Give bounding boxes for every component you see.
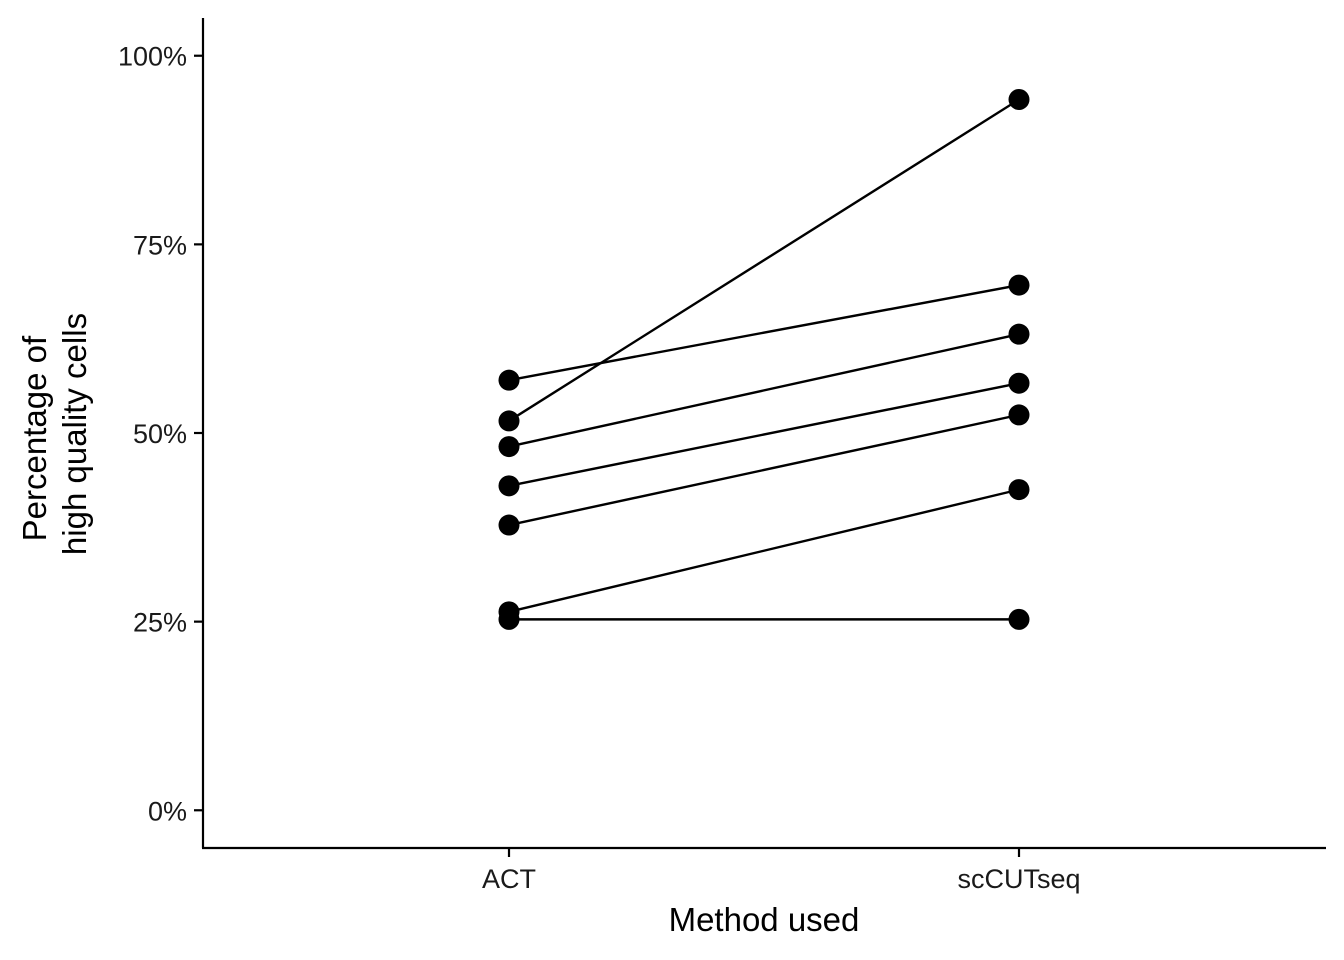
axes [201,18,1326,850]
x-tick-label: ACT [482,864,536,894]
data-point-7-scCUTseq [1008,608,1030,630]
data-point-7-ACT [498,608,520,630]
data-point-5-scCUTseq [1008,404,1030,426]
pair-line-3 [508,332,1020,448]
x-ticks: ACT scCUTseq [482,848,1081,894]
pair-line-5 [508,413,1020,527]
x-axis-title: Method used [669,901,860,938]
y-tick-label: 100% [118,42,187,72]
x-tick-label: scCUTseq [957,864,1080,894]
pair-line-4 [508,382,1020,487]
y-axis-title-line-1: Percentage of [16,335,53,541]
y-tick-label: 75% [133,230,187,260]
paired-lines [508,98,1020,621]
data-point-4-scCUTseq [1008,372,1030,394]
pair-line-2 [508,98,1020,422]
y-axis-title-line-2: high quality cells [56,313,93,555]
data-point-1-scCUTseq [1008,274,1030,296]
data-point-5-ACT [498,514,520,536]
y-ticks: 0% 25% 50% 75% 100% [118,42,203,826]
data-point-3-ACT [498,436,520,458]
data-point-2-ACT [498,410,520,432]
data-point-6-scCUTseq [1008,479,1030,501]
data-point-3-scCUTseq [1008,323,1030,345]
pair-line-6 [508,488,1020,613]
data-point-4-ACT [498,475,520,497]
data-point-2-scCUTseq [1008,88,1030,110]
pair-line-1 [508,283,1020,382]
data-point-1-ACT [498,369,520,391]
y-axis-title: Percentage of high quality cells [16,313,93,555]
y-tick-label: 0% [148,796,187,826]
y-tick-label: 25% [133,608,187,638]
data-points [498,88,1030,630]
y-tick-label: 50% [133,419,187,449]
